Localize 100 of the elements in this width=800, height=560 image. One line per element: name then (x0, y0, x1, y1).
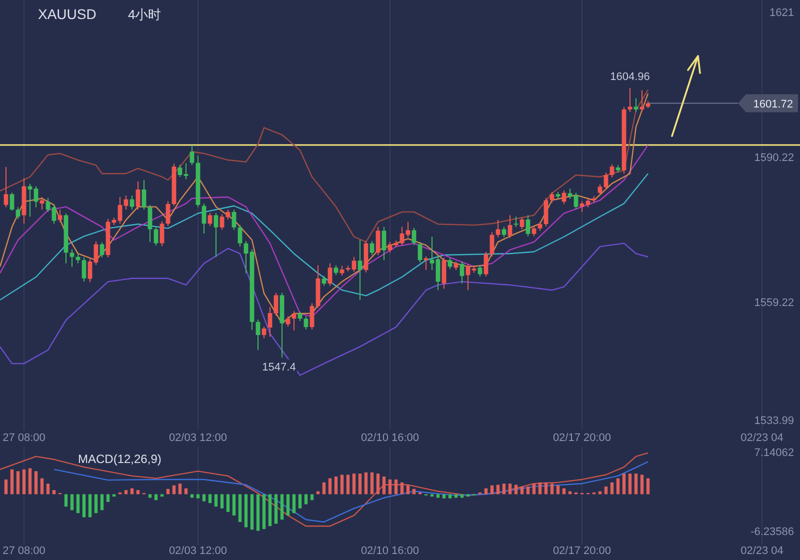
candlestick (634, 98, 638, 112)
bar (322, 482, 326, 494)
y-tick-label: 1559.22 (754, 297, 794, 310)
bar (34, 471, 38, 494)
bar (40, 478, 44, 494)
candlestick (220, 214, 224, 230)
candlestick (136, 181, 140, 210)
candlestick (598, 184, 602, 196)
candlestick (34, 186, 38, 208)
candlestick (628, 88, 632, 112)
candlestick (148, 204, 152, 242)
candlestick (430, 236, 434, 270)
x-tick-label: 02/03 12:00 (168, 432, 228, 444)
candlestick (70, 248, 74, 268)
candlestick (58, 209, 62, 223)
bar (394, 479, 398, 494)
bar (286, 494, 290, 516)
bar (460, 494, 464, 498)
bar (502, 484, 506, 494)
bar (448, 494, 452, 498)
candlestick (310, 302, 314, 330)
bar (622, 474, 626, 494)
bar (196, 494, 200, 498)
bar (520, 486, 524, 494)
bar (238, 494, 242, 522)
bar (454, 494, 458, 498)
y-tick-label: 1533.99 (754, 415, 794, 428)
bar (370, 472, 374, 494)
bar (388, 479, 392, 494)
bar (532, 484, 536, 494)
bar (250, 494, 254, 530)
bar (328, 478, 332, 494)
chart-title: MACD(12,26,9) (78, 452, 162, 466)
candlestick (418, 241, 422, 263)
candlestick (550, 191, 554, 204)
x-tick-label: 02/23 04 (740, 432, 784, 444)
bar (508, 484, 512, 494)
candlestick (568, 188, 572, 200)
candlestick (460, 261, 464, 284)
candlestick (166, 200, 170, 226)
line-series (0, 242, 649, 376)
bar (220, 494, 224, 508)
bar (274, 494, 278, 524)
y-tick-label: 1590.22 (754, 152, 794, 164)
candlestick (640, 90, 644, 112)
candlestick (388, 241, 392, 254)
bar (154, 494, 158, 500)
bar (64, 494, 68, 507)
candlestick (334, 264, 338, 276)
x-tick-label: 02/23 04 (740, 545, 784, 557)
candlestick (448, 257, 452, 270)
bar (430, 494, 434, 497)
candlestick (190, 144, 194, 166)
bar (616, 478, 620, 494)
bar (208, 494, 212, 504)
text: 4小时 (128, 7, 162, 22)
candlestick (268, 306, 272, 338)
line-series (0, 89, 649, 242)
candlestick (442, 257, 446, 290)
bar (352, 474, 356, 494)
bar (304, 494, 308, 504)
bar (634, 474, 638, 494)
chart-title: XAUUSD (38, 6, 96, 22)
bar (382, 476, 386, 494)
x-tick-label: 02/10 16:00 (360, 432, 420, 444)
candlestick (478, 265, 482, 278)
candlestick (544, 197, 548, 227)
candlestick (466, 264, 470, 291)
bar (214, 494, 218, 507)
y-tick-label: 7.14062 (754, 447, 794, 460)
bar (124, 490, 128, 494)
line-series (0, 452, 649, 527)
candlestick (4, 166, 8, 208)
bar (94, 494, 98, 514)
x-tick-label: 02/17 20:00 (552, 545, 612, 557)
y-tick-label: 1621 (770, 7, 794, 20)
bar (376, 474, 380, 494)
candlestick (406, 221, 410, 238)
candlestick (46, 197, 50, 212)
bar (346, 474, 350, 494)
bar (400, 482, 404, 494)
bar (280, 494, 284, 520)
bar (364, 472, 368, 494)
candlestick (400, 226, 404, 246)
x-tick-label: 02/17 20:00 (552, 432, 612, 444)
bar (148, 494, 152, 498)
candlestick (574, 192, 578, 210)
bar (550, 484, 554, 494)
bar (490, 485, 494, 494)
candlestick (154, 226, 158, 246)
candlestick (340, 265, 344, 276)
bar (442, 494, 446, 498)
candlestick (412, 227, 416, 246)
candlestick (580, 200, 584, 212)
candlestick (52, 204, 56, 224)
x-tick-label: 02/03 12:00 (168, 545, 228, 557)
x-tick-label: 27 08:00 (2, 545, 46, 557)
bar (628, 474, 632, 494)
bar (136, 490, 140, 494)
bar (358, 474, 362, 494)
